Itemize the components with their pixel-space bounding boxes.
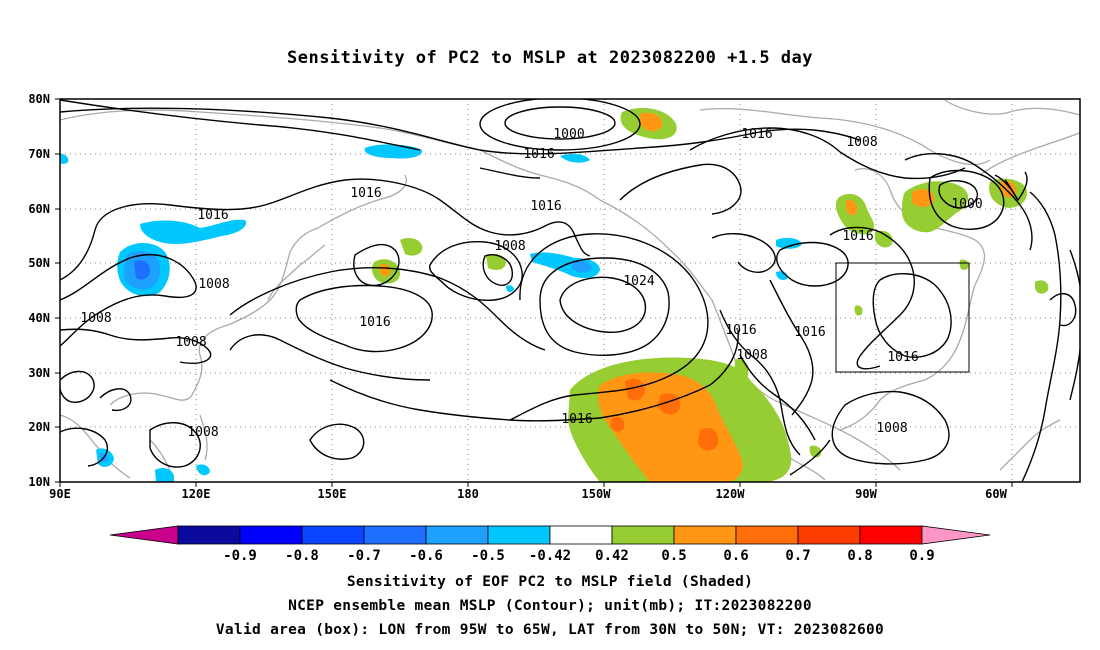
contour-label: 1008 bbox=[175, 335, 206, 350]
colorbar-label: 0.9 bbox=[909, 548, 934, 564]
lat-label: 10N bbox=[28, 475, 50, 489]
contour-label: 1008 bbox=[876, 421, 907, 436]
colorbar-swatch bbox=[611, 525, 675, 545]
lon-label: 90W bbox=[855, 487, 877, 501]
lat-label: 80N bbox=[28, 92, 50, 106]
colorbar-swatch bbox=[673, 525, 737, 545]
valid-area-box bbox=[835, 262, 970, 373]
colorbar-swatch bbox=[487, 525, 551, 545]
colorbar-end-triangle bbox=[921, 525, 991, 545]
contour-label: 1016 bbox=[197, 208, 228, 223]
contour-label: 1016 bbox=[887, 350, 918, 365]
contour-label: 1000 bbox=[951, 197, 982, 212]
contour-labels: 1000 1016 1016 1008 1016 1016 1008 1000 … bbox=[80, 127, 982, 440]
colorbar-end-triangle bbox=[109, 525, 179, 545]
longitude-labels: 90E 120E 150E 180 150W 120W 90W 60W bbox=[49, 487, 1007, 501]
colorbar-label: 0.8 bbox=[847, 548, 872, 564]
contour-label: 1016 bbox=[725, 323, 756, 338]
contour-label: 1016 bbox=[842, 229, 873, 244]
contour-label: 1000 bbox=[553, 127, 584, 142]
colorbar-swatch bbox=[797, 525, 861, 545]
contour-label: 1008 bbox=[187, 425, 218, 440]
positive-sensitivity-shading bbox=[372, 108, 1049, 482]
lon-label: 120W bbox=[716, 487, 746, 501]
lon-label: 60W bbox=[985, 487, 1007, 501]
map-frame bbox=[59, 98, 1081, 483]
contour-label: 1008 bbox=[846, 135, 877, 150]
colorbar: -0.9 -0.8 -0.7 -0.6 -0.5 -0.42 0.42 0.5 0.6 0.7 0.… bbox=[109, 525, 991, 564]
colorbar-label: -0.5 bbox=[471, 548, 505, 564]
colorbar-swatch bbox=[363, 525, 427, 545]
map-plot-area: 1000 1016 1016 1008 1016 1016 1008 1000 … bbox=[60, 99, 1080, 482]
lat-label: 70N bbox=[28, 147, 50, 161]
contour-label: 1024 bbox=[623, 274, 654, 289]
lon-label: 120E bbox=[182, 487, 211, 501]
colorbar-label: -0.7 bbox=[347, 548, 381, 564]
mslp-contours bbox=[60, 99, 1080, 482]
colorbar-swatch bbox=[239, 525, 303, 545]
colorbar-swatch bbox=[859, 525, 923, 545]
footer-line-1: Sensitivity of EOF PC2 to MSLP field (Sh… bbox=[346, 574, 754, 590]
colorbar-swatch bbox=[425, 525, 489, 545]
contour-label: 1016 bbox=[794, 325, 825, 340]
contour-label: 1016 bbox=[741, 127, 772, 142]
lat-label: 50N bbox=[28, 256, 50, 270]
colorbar-swatch bbox=[177, 525, 241, 545]
lat-label: 20N bbox=[28, 420, 50, 434]
lat-label: 60N bbox=[28, 202, 50, 216]
contour-label: 1016 bbox=[530, 199, 561, 214]
tick-marks bbox=[55, 98, 1013, 487]
colorbar-swatch bbox=[549, 525, 613, 545]
lon-label: 150E bbox=[318, 487, 347, 501]
map-title: Sensitivity of PC2 to MSLP at 2023082200… bbox=[286, 48, 813, 68]
lon-label: 180 bbox=[457, 487, 479, 501]
contour-label: 1008 bbox=[494, 239, 525, 254]
lat-label: 40N bbox=[28, 311, 50, 325]
colorbar-swatch bbox=[735, 525, 799, 545]
colorbar-label: 0.7 bbox=[785, 548, 810, 564]
colorbar-label: 0.5 bbox=[661, 548, 686, 564]
latitude-labels: 80N 70N 60N 50N 40N 30N 20N 10N bbox=[28, 92, 50, 489]
lon-label: 90E bbox=[49, 487, 71, 501]
lat-label: 30N bbox=[28, 366, 50, 380]
colorbar-swatch bbox=[301, 525, 365, 545]
colorbar-label: -0.6 bbox=[409, 548, 443, 564]
contour-label: 1008 bbox=[198, 277, 229, 292]
colorbar-label: -0.8 bbox=[285, 548, 319, 564]
colorbar-label: -0.9 bbox=[223, 548, 257, 564]
contour-label: 1008 bbox=[80, 311, 111, 326]
colorbar-label: 0.42 bbox=[595, 548, 629, 564]
colorbar-label: 0.6 bbox=[723, 548, 748, 564]
contour-label: 1016 bbox=[359, 315, 390, 330]
contour-label: 1016 bbox=[561, 412, 592, 427]
footer-line-3: Valid area (box): LON from 95W to 65W, L… bbox=[215, 622, 885, 638]
colorbar-label: -0.42 bbox=[529, 548, 571, 564]
contour-label: 1008 bbox=[736, 348, 767, 363]
contour-label: 1016 bbox=[350, 186, 381, 201]
contour-label: 1016 bbox=[523, 147, 554, 162]
lon-label: 150W bbox=[582, 487, 612, 501]
footer-line-2: NCEP ensemble mean MSLP (Contour); unit(… bbox=[288, 598, 812, 614]
